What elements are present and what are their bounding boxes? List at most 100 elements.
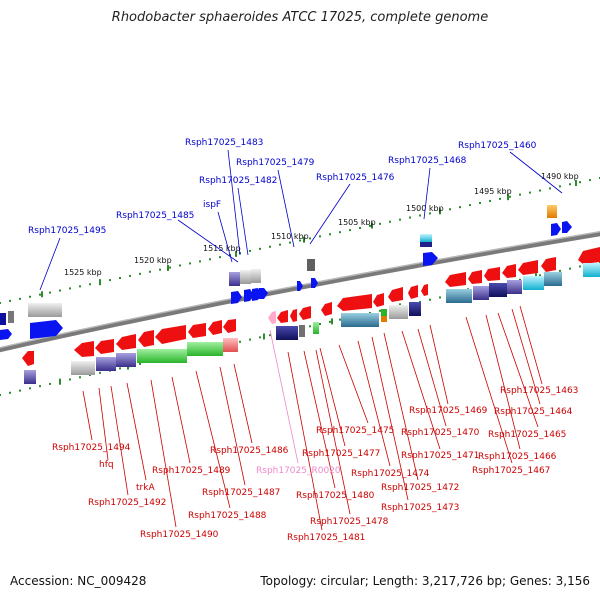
gene-label[interactable]: Rsph17025_1472 — [381, 483, 459, 493]
gene-block[interactable] — [187, 342, 223, 356]
gene-arrow[interactable] — [445, 272, 466, 287]
gene-block[interactable] — [389, 305, 408, 319]
gene-block[interactable] — [137, 349, 187, 363]
gene-block[interactable] — [116, 353, 136, 367]
gene-arrow[interactable] — [578, 247, 600, 264]
gene-arrow[interactable] — [231, 291, 242, 304]
gene-label[interactable]: Rsph17025_1466 — [478, 452, 557, 462]
gene-arrow[interactable] — [541, 257, 556, 272]
gene-arrow[interactable] — [468, 270, 482, 284]
gene-block[interactable] — [583, 263, 600, 277]
gene-block[interactable] — [381, 309, 387, 316]
gene-label[interactable]: Rsph17025_1473 — [381, 503, 459, 513]
gene-arrow[interactable] — [155, 325, 186, 344]
gene-label[interactable]: Rsph17025_1467 — [472, 466, 550, 476]
gene-block[interactable] — [420, 234, 432, 242]
gene-label-rna[interactable]: Rsph17025_R0020 — [256, 466, 341, 476]
gene-label[interactable]: Rsph17025_1483 — [185, 138, 263, 148]
gene-block[interactable] — [24, 370, 36, 384]
gene-label[interactable]: Rsph17025_1468 — [388, 156, 467, 166]
gene-arrow[interactable] — [223, 319, 236, 333]
gene-arrow[interactable] — [518, 260, 538, 275]
gene-label[interactable]: Rsph17025_1495 — [28, 226, 106, 236]
gene-arrow[interactable] — [208, 320, 222, 335]
gene-label[interactable]: Rsph17025_1486 — [210, 446, 289, 456]
gene-arrow[interactable] — [299, 306, 311, 320]
gene-block[interactable] — [507, 280, 522, 294]
gene-label[interactable]: Rsph17025_1482 — [199, 176, 277, 186]
gene-arrow[interactable] — [311, 278, 318, 288]
gene-label[interactable]: Rsph17025_1489 — [152, 466, 231, 476]
gene-label[interactable]: Rsph17025_1488 — [188, 511, 267, 521]
gene-block[interactable] — [229, 272, 240, 286]
gene-block[interactable] — [544, 272, 562, 286]
gene-label[interactable]: Rsph17025_1465 — [488, 430, 566, 440]
gene-label[interactable]: Rsph17025_1485 — [116, 211, 194, 221]
gene-block[interactable] — [420, 242, 432, 247]
gene-label[interactable]: hfq — [99, 460, 114, 470]
gene-block[interactable] — [523, 276, 544, 290]
gene-label[interactable]: Rsph17025_1494 — [52, 443, 131, 453]
gene-arrow[interactable] — [562, 221, 572, 233]
gene-arrow[interactable] — [0, 329, 12, 340]
gene-label[interactable]: Rsph17025_1480 — [296, 491, 375, 501]
gene-arrow[interactable] — [290, 309, 297, 322]
gene-block[interactable] — [96, 357, 116, 371]
gene-label[interactable]: Rsph17025_1460 — [458, 141, 537, 151]
gene-arrow[interactable] — [188, 323, 206, 338]
gene-block[interactable] — [0, 313, 6, 325]
gene-label[interactable]: Rsph17025_1490 — [140, 530, 219, 540]
gene-arrow[interactable] — [138, 330, 154, 347]
gene-arrow[interactable] — [22, 351, 34, 366]
gene-arrow[interactable] — [74, 341, 94, 357]
gene-label[interactable]: Rsph17025_1476 — [316, 173, 395, 183]
gene-label[interactable]: Rsph17025_1475 — [316, 426, 394, 436]
gene-block[interactable] — [223, 338, 238, 352]
gene-arrow[interactable] — [502, 264, 516, 278]
gene-arrow[interactable] — [373, 293, 384, 307]
gene-label[interactable]: Rsph17025_1470 — [401, 428, 480, 438]
gene-block[interactable] — [28, 303, 62, 317]
gene-block[interactable] — [473, 286, 489, 300]
gene-arrow[interactable] — [423, 252, 438, 266]
gene-arrow[interactable] — [551, 223, 561, 236]
gene-block[interactable] — [8, 311, 14, 323]
gene-block[interactable] — [489, 283, 507, 297]
gene-block[interactable] — [276, 326, 298, 340]
gene-block[interactable] — [299, 325, 305, 337]
gene-block[interactable] — [307, 259, 315, 271]
gene-label[interactable]: Rsph17025_1478 — [310, 517, 389, 527]
gene-block[interactable] — [71, 361, 95, 375]
gene-label[interactable]: ispF — [203, 200, 221, 210]
gene-label[interactable]: Rsph17025_1487 — [202, 488, 280, 498]
gene-block[interactable] — [381, 316, 387, 322]
gene-label[interactable]: Rsph17025_1471 — [401, 451, 479, 461]
gene-arrow[interactable] — [268, 311, 276, 324]
gene-label[interactable]: Rsph17025_1469 — [409, 406, 488, 416]
gene-arrow[interactable] — [388, 287, 403, 302]
gene-label[interactable]: Rsph17025_1477 — [302, 449, 380, 459]
gene-label[interactable]: Rsph17025_1481 — [287, 533, 365, 543]
gene-arrow[interactable] — [116, 334, 136, 350]
gene-arrow[interactable] — [297, 281, 303, 291]
gene-arrow[interactable] — [321, 302, 332, 316]
gene-block[interactable] — [313, 322, 319, 334]
gene-block[interactable] — [341, 313, 379, 327]
gene-arrow[interactable] — [421, 284, 428, 296]
gene-arrow[interactable] — [30, 320, 63, 339]
gene-label[interactable]: Rsph17025_1463 — [500, 386, 578, 396]
gene-label[interactable]: Rsph17025_1492 — [88, 498, 166, 508]
gene-arrow[interactable] — [337, 294, 372, 311]
gene-arrow[interactable] — [95, 339, 114, 354]
gene-arrow[interactable] — [259, 288, 268, 299]
gene-arrow[interactable] — [408, 285, 418, 299]
gene-arrow[interactable] — [244, 289, 254, 302]
gene-block[interactable] — [547, 205, 557, 218]
gene-block[interactable] — [409, 302, 421, 316]
gene-block[interactable] — [240, 270, 251, 284]
gene-arrow[interactable] — [484, 267, 500, 281]
gene-label[interactable]: trkA — [136, 483, 155, 493]
gene-arrow[interactable] — [277, 310, 288, 323]
gene-label[interactable]: Rsph17025_1464 — [494, 407, 573, 417]
gene-label[interactable]: Rsph17025_1479 — [236, 158, 315, 168]
